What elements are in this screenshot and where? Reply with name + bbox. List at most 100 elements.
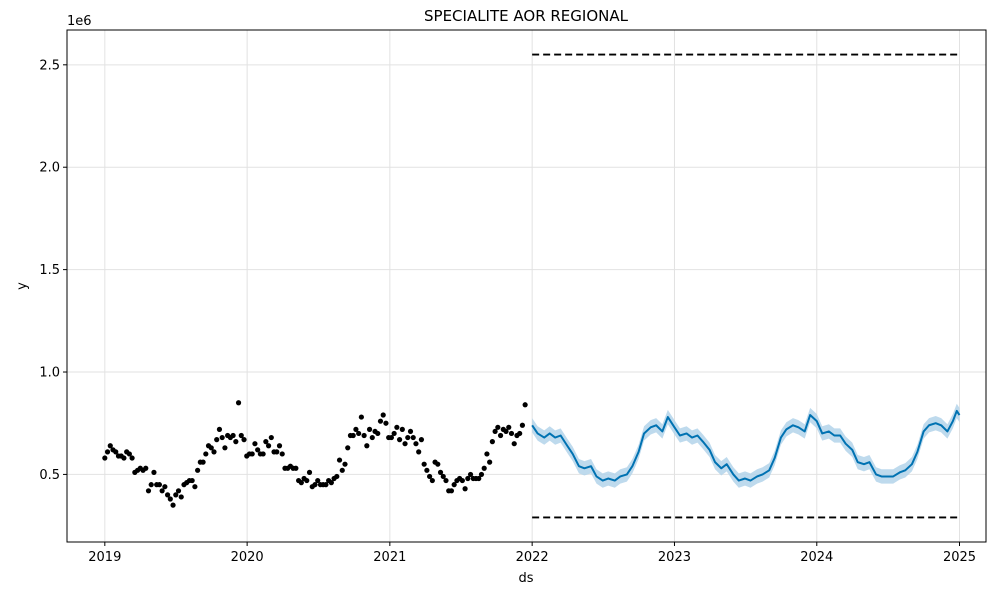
chart-title: SPECIALITE AOR REGIONAL: [424, 7, 629, 25]
observed-point: [162, 484, 168, 490]
observed-point: [448, 488, 455, 494]
observed-point: [252, 441, 258, 447]
observed-point: [293, 465, 299, 471]
observed-point: [517, 430, 523, 437]
observed-point: [476, 475, 482, 482]
observed-point: [451, 482, 457, 488]
x-tick-label: 2021: [373, 550, 406, 565]
observed-point: [167, 496, 173, 502]
observed-point: [478, 471, 485, 478]
observed-point: [427, 473, 433, 480]
observed-point: [435, 461, 441, 467]
observed-point: [151, 469, 157, 475]
observed-point: [353, 426, 359, 432]
observed-point: [356, 430, 362, 437]
observed-point: [159, 488, 165, 494]
observed-point: [399, 426, 405, 432]
observed-point: [519, 422, 526, 428]
observed-point: [104, 449, 111, 455]
forecast-line-layer: [531, 409, 961, 482]
observed-point: [424, 467, 430, 473]
observed-point: [249, 451, 255, 457]
observed-point: [416, 449, 422, 455]
observed-point: [170, 502, 176, 508]
observed-point: [388, 434, 394, 441]
observed-point: [342, 461, 348, 467]
observed-point: [350, 432, 356, 439]
observed-point: [508, 430, 515, 437]
observed-point: [489, 439, 495, 445]
observed-point: [440, 473, 446, 480]
observed-point: [203, 451, 209, 457]
observed-points-layer: [102, 400, 528, 508]
forecast-line: [531, 409, 961, 482]
observed-point: [214, 437, 220, 443]
observed-point: [173, 492, 179, 498]
observed-point: [413, 441, 419, 447]
observed-point: [481, 465, 487, 471]
x-tick-label: 2025: [943, 550, 976, 565]
observed-point: [230, 432, 236, 439]
observed-point: [334, 473, 340, 480]
observed-point: [345, 445, 351, 451]
y-tick-label: 2.5: [39, 58, 60, 73]
x-tick-label: 2022: [516, 550, 549, 565]
observed-point: [380, 412, 386, 418]
observed-point: [394, 424, 400, 430]
observed-point: [437, 469, 444, 475]
y-tick-label: 1.0: [39, 366, 60, 381]
observed-point: [211, 449, 217, 455]
observed-point: [410, 434, 416, 441]
observed-point: [113, 449, 119, 455]
observed-point: [358, 414, 364, 420]
observed-point: [143, 465, 149, 471]
observed-point: [459, 477, 465, 484]
observed-point: [429, 477, 435, 484]
observed-point: [484, 451, 490, 457]
x-axis-ticks: 2019 2020 2021 2022 2023 2024 2025: [88, 542, 976, 565]
observed-point: [195, 467, 201, 473]
observed-point: [178, 494, 184, 500]
observed-point: [336, 457, 343, 463]
observed-point: [497, 432, 504, 439]
observed-point: [377, 418, 384, 424]
observed-point: [487, 459, 493, 465]
observed-point: [328, 480, 334, 486]
y-axis-ticks: 0.5 1.0 1.5 2.0 2.5: [39, 58, 67, 483]
observed-point: [241, 437, 247, 443]
observed-point: [279, 451, 285, 457]
observed-point: [126, 451, 132, 457]
observed-point: [156, 482, 163, 488]
observed-point: [467, 471, 474, 478]
observed-point: [402, 441, 408, 447]
x-axis-label: ds: [518, 571, 533, 586]
observed-point: [222, 445, 228, 451]
observed-point: [238, 432, 244, 439]
observed-point: [492, 428, 498, 435]
observed-point: [323, 482, 329, 488]
observed-point: [208, 445, 214, 451]
y-tick-label: 2.0: [39, 161, 60, 176]
observed-point: [495, 424, 501, 430]
observed-point: [219, 434, 225, 441]
observed-point: [265, 443, 272, 449]
grid-layer: [67, 30, 986, 542]
observed-point: [268, 434, 274, 441]
observed-point: [255, 447, 261, 453]
observed-point: [339, 467, 345, 473]
x-tick-label: 2024: [800, 550, 833, 565]
observed-point: [233, 439, 239, 445]
observed-point: [396, 437, 403, 443]
observed-point: [315, 477, 321, 484]
x-tick-label: 2020: [231, 550, 264, 565]
observed-point: [164, 492, 171, 498]
plot-frame: [66, 29, 987, 543]
observed-point: [192, 484, 198, 490]
observed-point: [462, 486, 468, 492]
observed-point: [391, 430, 397, 437]
observed-point: [304, 477, 310, 484]
observed-point: [361, 432, 367, 439]
observed-point: [148, 482, 154, 488]
observed-point: [306, 469, 313, 475]
